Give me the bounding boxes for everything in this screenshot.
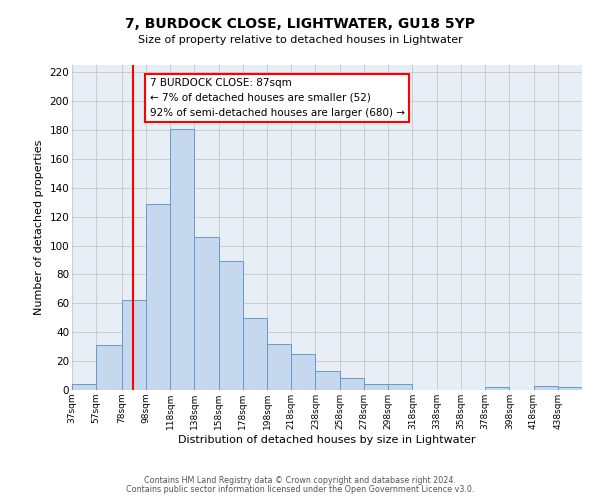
Bar [72,384,96,390]
Bar [485,387,509,390]
Text: 7 BURDOCK CLOSE: 87sqm
← 7% of detached houses are smaller (52)
92% of semi-deta: 7 BURDOCK CLOSE: 87sqm ← 7% of detached … [149,78,404,118]
Bar [267,344,291,390]
Bar [340,378,364,390]
Bar [170,128,194,390]
Bar [533,386,558,390]
Bar [316,371,340,390]
Y-axis label: Number of detached properties: Number of detached properties [34,140,44,315]
Bar [194,237,218,390]
Text: Contains public sector information licensed under the Open Government Licence v3: Contains public sector information licen… [126,485,474,494]
Text: Size of property relative to detached houses in Lightwater: Size of property relative to detached ho… [137,35,463,45]
Bar [96,345,122,390]
Bar [146,204,170,390]
Bar [388,384,412,390]
Text: 7, BURDOCK CLOSE, LIGHTWATER, GU18 5YP: 7, BURDOCK CLOSE, LIGHTWATER, GU18 5YP [125,18,475,32]
Bar [291,354,316,390]
Bar [364,384,388,390]
Bar [218,262,243,390]
Bar [558,387,582,390]
X-axis label: Distribution of detached houses by size in Lightwater: Distribution of detached houses by size … [178,434,476,444]
Text: Contains HM Land Registry data © Crown copyright and database right 2024.: Contains HM Land Registry data © Crown c… [144,476,456,485]
Bar [122,300,146,390]
Bar [243,318,267,390]
